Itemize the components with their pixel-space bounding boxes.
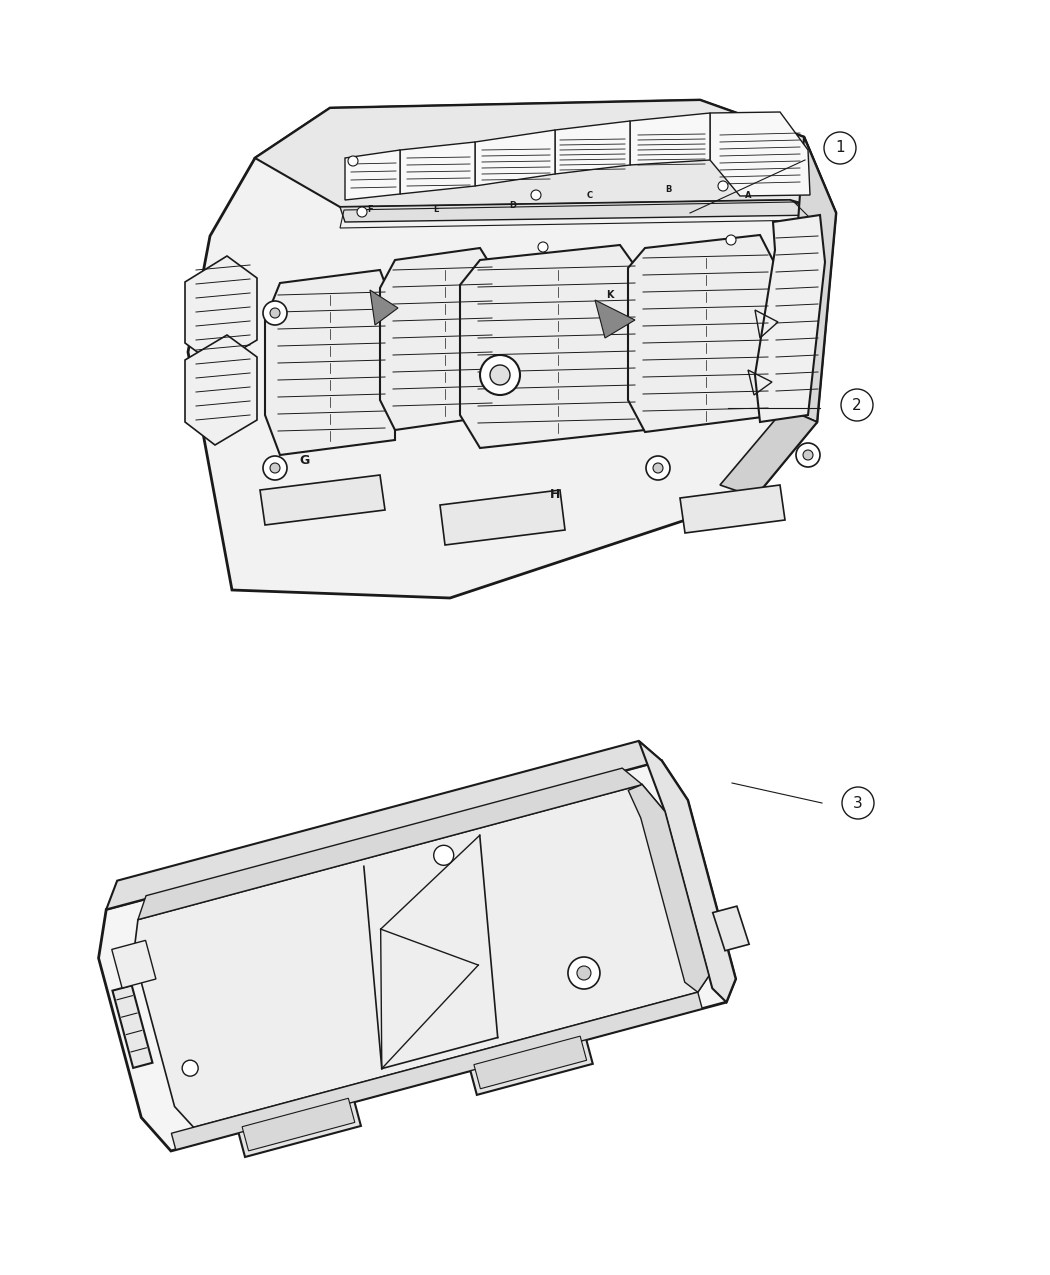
Polygon shape: [595, 300, 635, 338]
Polygon shape: [345, 150, 400, 200]
Polygon shape: [171, 992, 702, 1150]
Polygon shape: [188, 99, 836, 598]
Circle shape: [182, 1061, 198, 1076]
Polygon shape: [460, 245, 645, 448]
Polygon shape: [370, 289, 398, 325]
Polygon shape: [380, 249, 500, 430]
Polygon shape: [468, 1030, 593, 1095]
Polygon shape: [185, 335, 257, 445]
Polygon shape: [236, 1093, 361, 1156]
Polygon shape: [628, 235, 778, 432]
Polygon shape: [638, 741, 736, 1002]
Polygon shape: [713, 907, 749, 951]
Circle shape: [646, 456, 670, 479]
Polygon shape: [265, 270, 395, 455]
Circle shape: [576, 966, 591, 980]
Text: D: D: [509, 200, 517, 209]
Polygon shape: [755, 215, 825, 422]
Text: 2: 2: [853, 398, 862, 413]
Polygon shape: [260, 476, 385, 525]
Text: E: E: [434, 205, 439, 214]
Circle shape: [348, 156, 358, 166]
Circle shape: [490, 365, 510, 385]
Text: H: H: [550, 488, 561, 501]
Circle shape: [842, 787, 874, 819]
Polygon shape: [474, 1037, 587, 1089]
Text: A: A: [744, 190, 751, 199]
Polygon shape: [138, 768, 643, 919]
Circle shape: [568, 958, 600, 989]
Circle shape: [841, 389, 873, 421]
Polygon shape: [720, 408, 817, 497]
Circle shape: [726, 235, 736, 245]
Circle shape: [803, 450, 813, 460]
Polygon shape: [340, 200, 820, 222]
Text: F: F: [368, 205, 373, 214]
Text: 1: 1: [835, 140, 845, 156]
Polygon shape: [785, 136, 836, 422]
Polygon shape: [680, 484, 785, 533]
Polygon shape: [628, 784, 709, 992]
Circle shape: [262, 456, 287, 479]
Polygon shape: [475, 130, 555, 186]
Circle shape: [824, 133, 856, 164]
Polygon shape: [99, 761, 736, 1151]
Text: 3: 3: [853, 796, 863, 811]
Polygon shape: [111, 941, 155, 988]
Circle shape: [480, 354, 520, 395]
Circle shape: [270, 463, 280, 473]
Text: B: B: [665, 185, 671, 195]
Polygon shape: [112, 986, 152, 1068]
Circle shape: [434, 845, 454, 866]
Polygon shape: [243, 1098, 355, 1151]
Polygon shape: [440, 490, 565, 544]
Circle shape: [653, 463, 663, 473]
Polygon shape: [555, 121, 630, 173]
Circle shape: [531, 190, 541, 200]
Circle shape: [357, 207, 367, 217]
Polygon shape: [106, 741, 662, 909]
Polygon shape: [185, 256, 257, 365]
Polygon shape: [255, 99, 836, 213]
Circle shape: [718, 181, 728, 191]
Circle shape: [262, 301, 287, 325]
Circle shape: [796, 442, 820, 467]
Circle shape: [270, 309, 280, 317]
Text: C: C: [587, 191, 593, 200]
Polygon shape: [400, 142, 475, 194]
Polygon shape: [133, 784, 709, 1127]
Text: K: K: [606, 289, 614, 300]
Polygon shape: [710, 112, 810, 196]
Text: G: G: [300, 454, 310, 467]
Circle shape: [538, 242, 548, 252]
Polygon shape: [630, 113, 710, 164]
